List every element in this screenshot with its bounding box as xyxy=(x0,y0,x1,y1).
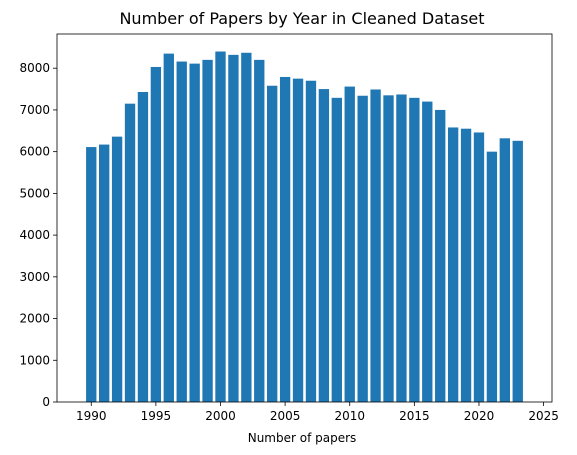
bar-2014 xyxy=(396,94,407,402)
bar-2002 xyxy=(241,52,252,402)
bar-2012 xyxy=(370,89,381,402)
bar-1990 xyxy=(86,147,97,402)
x-tick-label: 2000 xyxy=(205,409,236,423)
bar-2013 xyxy=(383,95,394,402)
bar-2008 xyxy=(318,89,330,402)
x-tick-label: 2020 xyxy=(464,409,495,423)
bar-1993 xyxy=(124,103,136,402)
bar-2010 xyxy=(344,86,355,403)
bar-2000 xyxy=(215,51,226,403)
x-tick-label: 1990 xyxy=(76,409,107,423)
y-tick-label: 1000 xyxy=(19,353,50,367)
bar-2011 xyxy=(357,95,368,403)
bar-1999 xyxy=(202,59,213,403)
y-tick-label: 5000 xyxy=(19,186,50,200)
bar-2021 xyxy=(486,151,498,402)
x-axis-ticks: 1990 1995 2000 2005 2010 2015 2020 2025 xyxy=(76,402,559,423)
bar-2003 xyxy=(254,59,265,403)
chart-title: Number of Papers by Year in Cleaned Data… xyxy=(119,9,484,28)
x-tick-label: 1995 xyxy=(141,409,172,423)
x-tick-label: 2015 xyxy=(399,409,430,423)
bar-2016 xyxy=(422,101,433,403)
bar-1998 xyxy=(189,63,200,402)
bar-2019 xyxy=(460,128,472,402)
y-tick-label: 6000 xyxy=(19,145,50,159)
bar-2001 xyxy=(228,54,239,402)
y-axis-ticks: 0 1000 2000 3000 4000 5000 6000 7000 8000 xyxy=(19,61,57,409)
bar-2007 xyxy=(305,80,317,402)
x-tick-label: 2005 xyxy=(270,409,301,423)
y-tick-label: 4000 xyxy=(19,228,50,242)
bar-2022 xyxy=(499,138,510,402)
bar-1996 xyxy=(163,53,174,402)
x-axis-label: Number of papers xyxy=(248,431,357,445)
bar-2017 xyxy=(435,109,446,402)
y-tick-label: 2000 xyxy=(19,312,50,326)
bar-2009 xyxy=(331,97,342,402)
bars-group xyxy=(86,51,523,403)
bar-2005 xyxy=(279,76,291,402)
bar-1992 xyxy=(111,136,123,402)
bar-1991 xyxy=(99,144,110,402)
bar-2018 xyxy=(447,127,459,402)
bar-2006 xyxy=(292,78,304,403)
bar-2020 xyxy=(473,132,485,403)
x-tick-label: 2010 xyxy=(334,409,365,423)
bar-2015 xyxy=(409,97,420,402)
y-tick-label: 7000 xyxy=(19,103,50,117)
plot-frame xyxy=(56,33,553,403)
bar-1995 xyxy=(150,66,162,402)
y-tick-label: 0 xyxy=(42,395,50,409)
x-tick-label: 2025 xyxy=(528,409,559,423)
bar-1997 xyxy=(176,61,187,402)
bar-2023 xyxy=(512,140,523,402)
bar-1994 xyxy=(137,91,149,402)
y-tick-label: 3000 xyxy=(19,270,50,284)
y-tick-label: 8000 xyxy=(19,61,50,75)
bar-2004 xyxy=(267,85,278,402)
